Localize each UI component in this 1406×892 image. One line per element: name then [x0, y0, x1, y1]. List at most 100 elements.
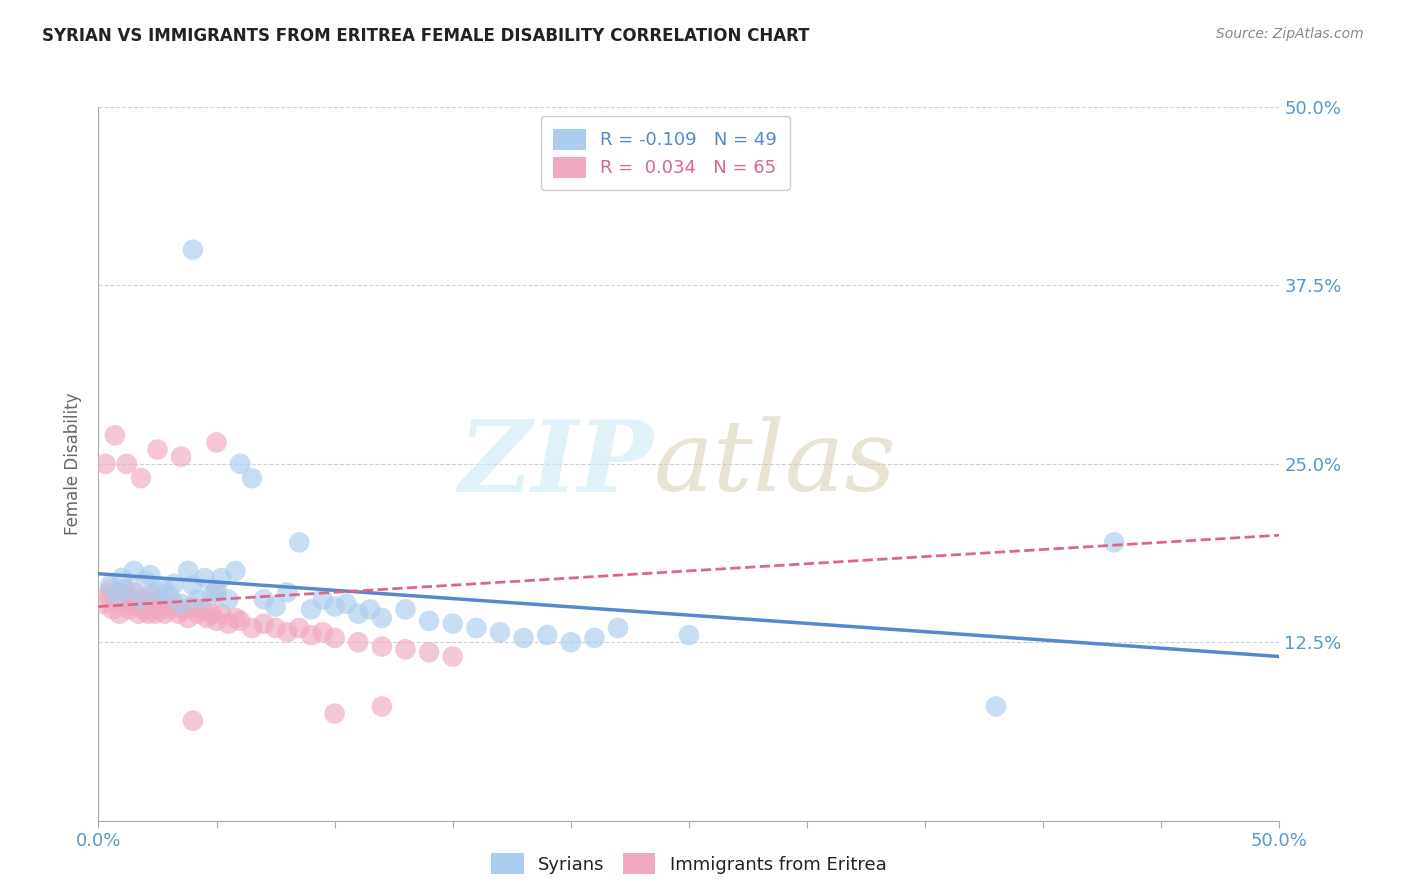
Point	[253, 592, 276, 607]
Point	[172, 602, 194, 616]
Point	[146, 442, 169, 457]
Point	[371, 611, 394, 625]
Text: Source: ZipAtlas.com: Source: ZipAtlas.com	[1216, 27, 1364, 41]
Point	[229, 457, 252, 471]
Point	[191, 602, 214, 616]
Point	[312, 592, 335, 607]
Point	[299, 628, 322, 642]
Point	[195, 611, 218, 625]
Point	[135, 597, 157, 611]
Point	[224, 564, 246, 578]
Point	[98, 582, 121, 597]
Point	[104, 428, 127, 442]
Text: atlas: atlas	[654, 417, 896, 511]
Point	[201, 607, 224, 621]
Text: SYRIAN VS IMMIGRANTS FROM ERITREA FEMALE DISABILITY CORRELATION CHART: SYRIAN VS IMMIGRANTS FROM ERITREA FEMALE…	[42, 27, 810, 45]
Point	[181, 599, 204, 614]
Point	[129, 592, 152, 607]
Point	[157, 602, 180, 616]
Point	[229, 614, 252, 628]
Point	[150, 597, 173, 611]
Point	[253, 616, 276, 631]
Point	[312, 625, 335, 640]
Point	[122, 564, 145, 578]
Point	[359, 602, 381, 616]
Point	[371, 640, 394, 654]
Point	[205, 614, 228, 628]
Point	[181, 714, 204, 728]
Point	[136, 607, 159, 621]
Point	[104, 592, 127, 607]
Point	[132, 602, 155, 616]
Point	[157, 588, 180, 602]
Point	[146, 592, 169, 607]
Point	[489, 625, 512, 640]
Point	[465, 621, 488, 635]
Point	[167, 607, 190, 621]
Point	[441, 649, 464, 664]
Point	[264, 621, 287, 635]
Y-axis label: Female Disability: Female Disability	[65, 392, 83, 535]
Point	[111, 588, 134, 602]
Point	[371, 699, 394, 714]
Point	[264, 599, 287, 614]
Point	[153, 607, 176, 621]
Point	[335, 597, 357, 611]
Point	[170, 597, 193, 611]
Point	[177, 564, 200, 578]
Point	[418, 645, 440, 659]
Point	[512, 631, 534, 645]
Point	[678, 628, 700, 642]
Point	[201, 588, 224, 602]
Point	[209, 607, 232, 621]
Point	[418, 614, 440, 628]
Point	[187, 592, 209, 607]
Point	[129, 592, 152, 607]
Point	[139, 568, 162, 582]
Point	[118, 602, 141, 616]
Point	[323, 706, 346, 721]
Point	[163, 576, 186, 591]
Point	[240, 621, 263, 635]
Point	[347, 607, 370, 621]
Point	[276, 625, 298, 640]
Point	[205, 585, 228, 599]
Point	[108, 607, 131, 621]
Legend: Syrians, Immigrants from Eritrea: Syrians, Immigrants from Eritrea	[482, 844, 896, 883]
Point	[194, 571, 217, 585]
Point	[105, 585, 128, 599]
Point	[560, 635, 582, 649]
Point	[97, 588, 120, 602]
Point	[142, 599, 165, 614]
Point	[143, 607, 166, 621]
Point	[394, 602, 416, 616]
Point	[224, 611, 246, 625]
Point	[111, 571, 134, 585]
Point	[299, 602, 322, 616]
Point	[177, 611, 200, 625]
Point	[128, 607, 150, 621]
Point	[288, 535, 311, 549]
Point	[105, 588, 128, 602]
Point	[323, 631, 346, 645]
Point	[240, 471, 263, 485]
Point	[115, 457, 138, 471]
Point	[323, 599, 346, 614]
Point	[583, 631, 606, 645]
Point	[94, 457, 117, 471]
Point	[121, 592, 143, 607]
Point	[217, 616, 239, 631]
Point	[146, 585, 169, 599]
Point	[984, 699, 1007, 714]
Point	[607, 621, 630, 635]
Point	[347, 635, 370, 649]
Point	[187, 607, 209, 621]
Point	[125, 599, 148, 614]
Point	[91, 597, 114, 611]
Point	[129, 471, 152, 485]
Point	[209, 571, 232, 585]
Point	[170, 450, 193, 464]
Point	[1102, 535, 1125, 549]
Point	[101, 602, 124, 616]
Point	[217, 592, 239, 607]
